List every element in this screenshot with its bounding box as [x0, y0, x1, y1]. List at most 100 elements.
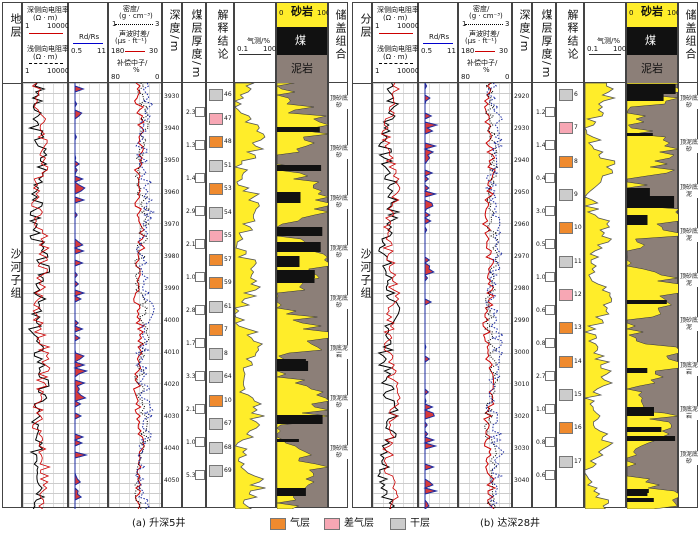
lithology-track-a: 0 砂岩 100 煤 泥岩: [276, 2, 331, 509]
coal-thickness-label: 2.1: [186, 406, 196, 413]
coal-seam-bar: [195, 107, 205, 117]
layer-number: 48: [224, 138, 232, 146]
layer-number: 68: [224, 443, 232, 451]
res-max-a1: 10000: [47, 22, 70, 30]
coal-thickness-track-a: 煤层厚度/m 2.3 1.3 1.4 2.9 2.1 1.0 2.8 1.7 3.3 2.1 1.0…: [182, 2, 206, 508]
seal-combination-label: 顶泥底砂: [329, 395, 349, 409]
depth-tick: 3940: [164, 125, 180, 132]
coal-thickness-label: 2.3: [186, 109, 196, 116]
res-curve-a: [27, 83, 51, 509]
interpretation-bar: [209, 159, 223, 172]
rd-min-a: 0.5: [71, 47, 83, 55]
layer-number: 55: [224, 232, 232, 240]
coal-seam-bar: [545, 371, 555, 381]
sonic-unit-a: (μs · ft⁻¹): [115, 37, 147, 45]
depth-tick: 2940: [514, 157, 530, 164]
lith-min-b: 0: [629, 9, 634, 17]
interpretation-bar: [209, 347, 223, 360]
coal-thickness-label: 0.4: [536, 175, 546, 182]
depth-tick: 4030: [164, 413, 180, 420]
legend-swatch-poor-gas: [324, 518, 340, 530]
interpretation-bar: [559, 422, 573, 435]
layer-number: 13: [574, 324, 582, 332]
rdrs-track-b: Rd/Rs 0.5 11: [418, 2, 458, 509]
mud-label-b: 泥岩: [641, 62, 663, 75]
neutron-max-b: 0: [505, 73, 510, 81]
depth-tick: 3930: [164, 93, 180, 100]
coal-seam-bar: [195, 140, 205, 150]
gas-curve-a: [235, 83, 266, 509]
interpretation-bar: [209, 112, 223, 125]
interpretation-bar: [209, 89, 223, 101]
sonic-min-a: 180: [111, 47, 125, 55]
density-min-a: 1: [112, 20, 117, 28]
coal-thickness-label: 2.7: [536, 373, 546, 380]
coal-seam-bar: [545, 206, 555, 216]
coal-thickness-label: 1.0: [536, 406, 546, 413]
interpretation-bar: [559, 355, 573, 368]
depth-tick: 2960: [514, 221, 530, 228]
seal-header-a: 储盖组合: [334, 9, 347, 61]
interpretation-bar: [209, 371, 223, 384]
coal-thickness-label: 1.3: [186, 142, 196, 149]
seal-combination-label: 顶泥底砂: [679, 139, 699, 154]
density-max-a: 3: [155, 20, 160, 28]
coal-thickness-label: 2.1: [186, 241, 196, 248]
gas-label-b: 气测/%: [597, 37, 621, 45]
seal-combination-label: 顶底泥岩: [679, 361, 699, 376]
coal-seam-bar: [195, 371, 205, 381]
rdrs-curve-b: [423, 83, 439, 509]
legend: 气层 差气层 干层: [270, 518, 470, 532]
resistivity-track-a: 深侧向电阻率/ (Ω · m) 1 10000 浅侧向电阻率/ (Ω · m) …: [22, 2, 72, 509]
rd-max-b: 11: [447, 47, 456, 55]
neutron-label-a: 补偿中子/: [117, 59, 148, 67]
neutron-max-a: 0: [155, 73, 160, 81]
coal-thickness-label: 2.9: [186, 208, 196, 215]
formation-name-a: 沙河子组: [9, 248, 22, 300]
depth-header-b: 深度/m: [518, 9, 531, 54]
gas-track-a: 气测/% 0.1 100: [234, 2, 276, 509]
layer-number: 11: [574, 257, 582, 265]
shallow-res-label-a: 浅侧向电阻率/: [27, 45, 72, 53]
rdrs-curve-a: [73, 83, 89, 509]
depth-tick: 2980: [514, 285, 530, 292]
res-max-b2: 10000: [397, 67, 420, 75]
coal-seam-bar: [195, 239, 205, 249]
coal-thickness-label: 1.0: [186, 274, 196, 281]
gas-curve-b: [585, 83, 617, 509]
seal-combination-label: 顶砂底泥: [679, 272, 699, 287]
coal-thickness-label: 1.2: [536, 109, 546, 116]
coal-seam-bar: [545, 338, 555, 348]
sonic-label-a: 声波时差/: [119, 30, 150, 38]
layer-number: 14: [574, 357, 582, 365]
gas-max-b: 100: [613, 45, 627, 53]
seal-combination-label: 顶砂底砂: [329, 95, 349, 109]
coal-thickness-label: 1.7: [186, 340, 196, 347]
coal-seam-bar: [545, 107, 555, 117]
interpretation-bar: [559, 255, 573, 268]
layer-number: 15: [574, 391, 582, 398]
interpretation-track-b: 解释结论 6 7 8 9 10 11 12 13 14 15 16 17: [556, 2, 584, 508]
seal-combination-label: 顶泥底砂: [679, 450, 699, 465]
coal-seam-bar: [195, 437, 205, 447]
porosity-curves-a: [132, 83, 156, 509]
interpretation-track-a: 解释结论 46 47 48 51 53 54 55 57 59 61 7 8 64 10 67 68 69: [206, 2, 234, 508]
lith-max-a: 100: [317, 9, 331, 17]
coal-seam-bar: [195, 272, 205, 282]
layer-number: 54: [224, 208, 232, 216]
depth-tick: 3980: [164, 253, 180, 260]
seal-combination-label: 顶砂底泥: [679, 228, 699, 243]
layer-number: 53: [224, 185, 232, 193]
density-unit-a: (g · cm⁻³): [119, 12, 153, 20]
layer-number: 17: [574, 457, 582, 465]
seal-combination-label: 顶砂底泥: [679, 317, 699, 332]
coal-thickness-label: 1.0: [186, 439, 196, 446]
formation-column-a: 地层 沙河子组: [2, 2, 22, 508]
ohm-label-a1: (Ω · m): [33, 14, 58, 22]
depth-tick: 2970: [514, 253, 530, 260]
seal-combination-label: 顶砂底砂: [329, 145, 349, 159]
coal-seam-bar: [545, 404, 555, 414]
interpretation-bar: [559, 322, 573, 335]
sonic-max-b: 30: [499, 47, 508, 55]
coal-thickness-label: 0.8: [536, 439, 546, 446]
